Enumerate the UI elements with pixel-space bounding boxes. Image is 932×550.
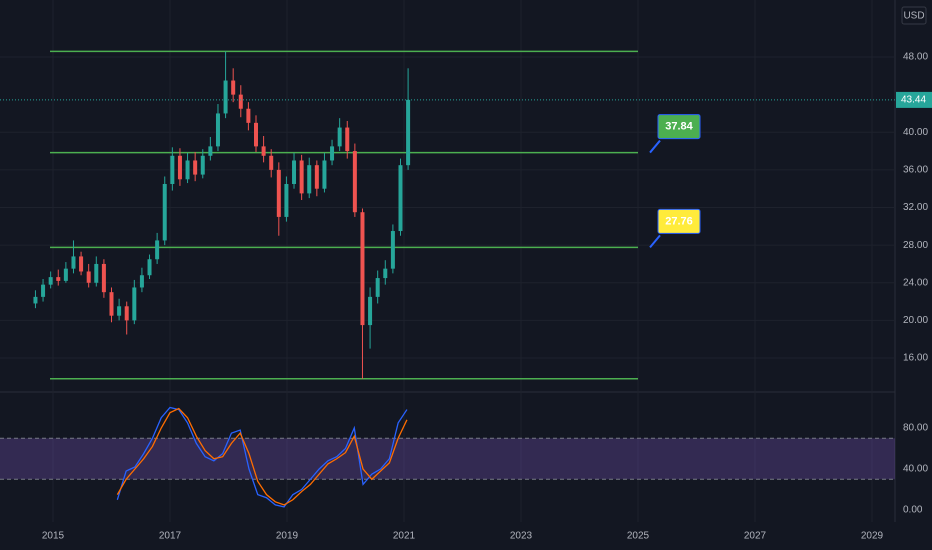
currency: USD — [903, 11, 924, 22]
x-tick-label: 2025 — [627, 531, 650, 542]
candle-body — [375, 278, 380, 297]
candle-body — [139, 275, 144, 288]
candle-body — [170, 155, 175, 184]
x-tick-label: 2017 — [159, 531, 182, 542]
x-tick-label: 2023 — [510, 531, 533, 542]
y-tick-label: 28.00 — [903, 240, 928, 251]
y-tick-label: 24.00 — [903, 277, 928, 288]
candle-body — [231, 80, 236, 95]
candle-body — [155, 240, 160, 260]
candle-body — [162, 183, 167, 241]
candle-body — [41, 284, 46, 297]
candle-body — [352, 151, 357, 213]
candle-body — [360, 212, 365, 326]
x-tick-label: 2021 — [393, 531, 416, 542]
candle-body — [117, 306, 122, 316]
x-tick-label: 2015 — [42, 531, 65, 542]
candle-body — [109, 292, 114, 316]
candle-body — [383, 268, 388, 279]
candle-body — [368, 296, 373, 326]
candle-body — [86, 271, 91, 283]
candle-body — [390, 231, 395, 269]
y-tick-label: 80.00 — [903, 423, 928, 434]
x-tick-label: 2029 — [861, 531, 884, 542]
stoch-line — [116, 407, 408, 506]
candle-body — [261, 146, 266, 156]
candle-body — [276, 169, 281, 217]
candle-body — [94, 263, 99, 283]
callout-box — [657, 114, 701, 140]
y-tick-label: 32.00 — [903, 202, 928, 213]
candle-body — [253, 122, 258, 147]
candle-body — [337, 127, 342, 147]
candle-body — [406, 99, 411, 166]
candle-body — [269, 155, 274, 170]
candle-body — [132, 287, 137, 321]
currency-box — [901, 6, 927, 25]
y-tick-label: 0.00 — [903, 505, 923, 516]
y-tick-label: 20.00 — [903, 315, 928, 326]
y-tick-label: 48.00 — [903, 52, 928, 63]
candle-body — [398, 165, 403, 232]
stoch-line — [116, 406, 408, 508]
candle-body — [330, 146, 335, 161]
candle-body — [177, 155, 182, 180]
callout-box — [657, 208, 701, 234]
candle-body — [292, 160, 297, 184]
candle-body — [314, 165, 319, 189]
y-tick-label: 40.00 — [903, 464, 928, 475]
callout-pointer — [649, 234, 661, 249]
candle-body — [215, 113, 220, 147]
candle-body — [48, 277, 53, 285]
candle-body — [299, 160, 304, 194]
candle-body — [223, 80, 228, 114]
x-tick-label: 2027 — [744, 531, 767, 542]
callout-label: 27.76 — [665, 215, 693, 227]
candle-body — [63, 268, 68, 281]
candle-body — [71, 256, 76, 269]
last-price-box — [896, 91, 932, 108]
candle-body — [33, 296, 38, 304]
candle-body — [284, 183, 289, 217]
candle-body — [79, 256, 84, 272]
candle-body — [200, 155, 205, 175]
candle-body — [246, 108, 251, 123]
candle-body — [208, 146, 213, 156]
candle-body — [345, 127, 350, 152]
last-price-label: 43.44 — [901, 95, 926, 106]
callout-pointer — [649, 139, 661, 154]
candle-body — [56, 277, 61, 281]
band — [0, 438, 895, 480]
candle-body — [101, 263, 106, 293]
candle-body — [147, 259, 152, 276]
candle-body — [322, 160, 327, 189]
candle-body — [185, 160, 190, 180]
candle-body — [238, 94, 243, 109]
callout-label: 37.84 — [665, 120, 693, 132]
y-tick-label: 40.00 — [903, 127, 928, 138]
candle-body — [193, 160, 198, 175]
y-tick-label: 36.00 — [903, 165, 928, 176]
x-tick-label: 2019 — [276, 531, 299, 542]
y-tick-label: 16.00 — [903, 353, 928, 364]
candle-body — [124, 306, 129, 321]
candle-body — [307, 165, 312, 194]
